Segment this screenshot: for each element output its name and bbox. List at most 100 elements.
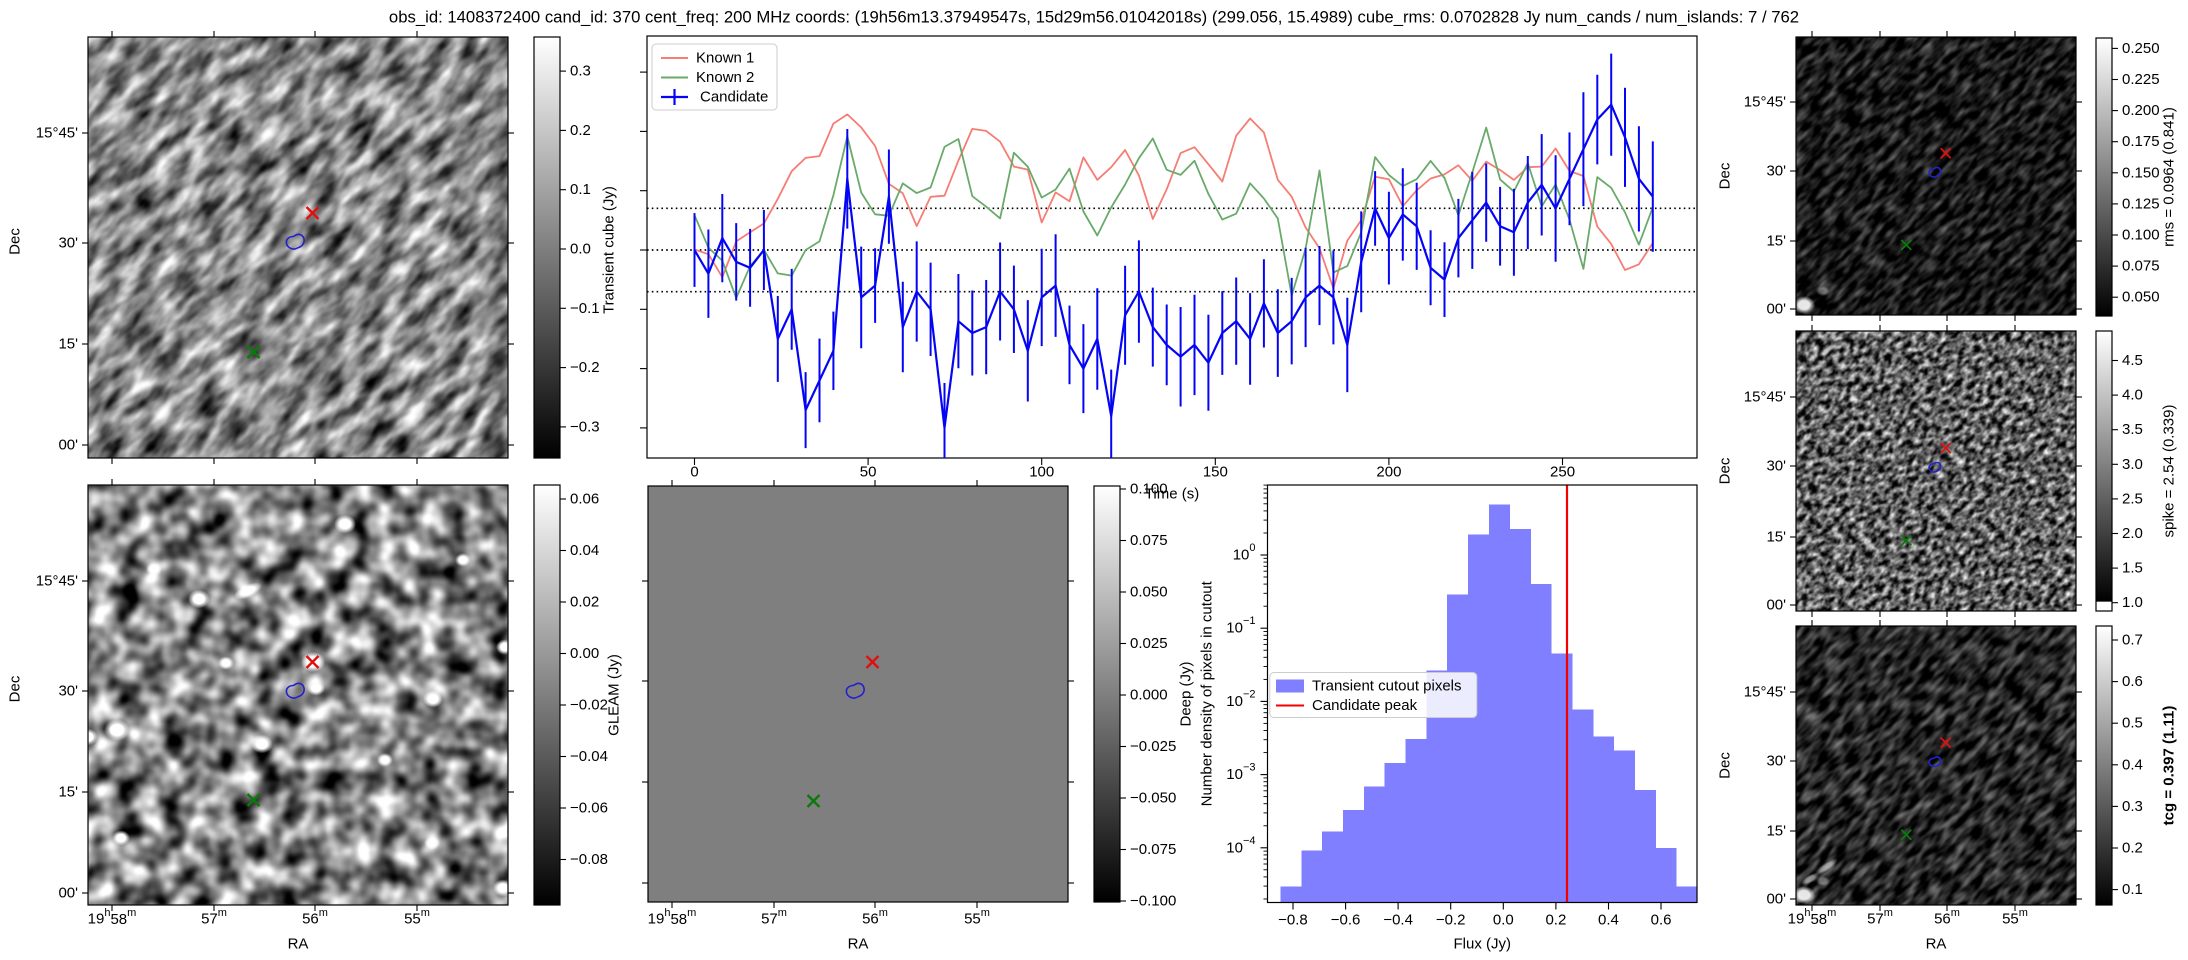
svg-text:Number density of pixels in cu: Number density of pixels in cutout [1199,580,1216,806]
svg-text:15°45': 15°45' [36,573,78,590]
svg-text:Candidate: Candidate [700,89,768,106]
svg-text:15': 15' [1766,529,1786,546]
svg-text:30': 30' [1766,163,1786,180]
svg-text:Dec: Dec [1717,162,1734,189]
svg-text:−0.075: −0.075 [1130,841,1176,858]
svg-text:0.2: 0.2 [1545,912,1566,929]
svg-text:30': 30' [1766,753,1786,770]
svg-text:0.025: 0.025 [1130,635,1168,652]
svg-text:obs_id: 1408372400 cand_id: 37: obs_id: 1408372400 cand_id: 370 cent_fre… [389,8,1799,27]
svg-text:250: 250 [1550,464,1575,481]
svg-text:0.000: 0.000 [1130,687,1168,704]
svg-text:0.06: 0.06 [570,491,599,508]
svg-text:0.6: 0.6 [2122,673,2143,690]
svg-text:0.4: 0.4 [2122,756,2143,773]
svg-text:3.5: 3.5 [2122,421,2143,438]
svg-text:100: 100 [1029,464,1054,481]
svg-text:−0.2: −0.2 [1436,912,1466,929]
svg-text:200: 200 [1376,464,1401,481]
svg-text:19h58m: 19h58m [88,907,137,928]
svg-text:0.4: 0.4 [1598,912,1619,929]
svg-text:30': 30' [58,683,78,700]
svg-text:Time (s): Time (s) [1145,486,1199,503]
svg-text:0.100: 0.100 [2122,227,2160,244]
svg-text:−0.1: −0.1 [570,300,600,317]
svg-text:−0.3: −0.3 [570,418,600,435]
svg-text:Dec: Dec [1717,457,1734,484]
svg-text:0.04: 0.04 [570,542,599,559]
svg-text:0.050: 0.050 [2122,289,2160,306]
svg-text:Transient cube (Jy): Transient cube (Jy) [601,186,618,314]
svg-text:0.050: 0.050 [1130,584,1168,601]
svg-text:30': 30' [58,235,78,252]
svg-text:15°45': 15°45' [36,125,78,142]
svg-text:0.200: 0.200 [2122,102,2160,119]
svg-text:−0.025: −0.025 [1130,738,1176,755]
svg-text:15': 15' [58,336,78,353]
svg-text:0.150: 0.150 [2122,164,2160,181]
svg-text:0.2: 0.2 [570,122,591,139]
svg-text:0.00: 0.00 [570,645,599,662]
svg-text:−0.06: −0.06 [570,800,608,817]
svg-text:−0.6: −0.6 [1331,912,1361,929]
svg-text:15': 15' [58,784,78,801]
svg-text:15': 15' [1766,823,1786,840]
svg-text:Deep (Jy): Deep (Jy) [1178,661,1195,726]
svg-text:RA: RA [1926,936,1947,953]
svg-text:0.02: 0.02 [570,594,599,611]
svg-text:0: 0 [690,464,698,481]
svg-text:00': 00' [58,437,78,454]
svg-text:0.7: 0.7 [2122,632,2143,649]
svg-text:Candidate peak: Candidate peak [1312,697,1418,714]
svg-text:0.075: 0.075 [2122,258,2160,275]
svg-text:3.0: 3.0 [2122,456,2143,473]
svg-text:00': 00' [1766,301,1786,318]
svg-text:RA: RA [848,936,869,953]
svg-text:GLEAM (Jy): GLEAM (Jy) [606,654,623,736]
svg-text:0.075: 0.075 [1130,532,1168,549]
svg-text:2.0: 2.0 [2122,525,2143,542]
svg-text:19h58m: 19h58m [1788,907,1837,928]
svg-text:Known 2: Known 2 [696,69,754,86]
svg-text:−0.100: −0.100 [1130,893,1176,910]
svg-text:Transient cutout pixels: Transient cutout pixels [1312,678,1462,695]
svg-text:0.3: 0.3 [570,63,591,80]
svg-text:1.5: 1.5 [2122,560,2143,577]
svg-text:tcg = 0.397 (1.11): tcg = 0.397 (1.11) [2161,706,2178,826]
svg-text:0.5: 0.5 [2122,715,2143,732]
svg-text:00': 00' [58,885,78,902]
svg-text:0.2: 0.2 [2122,840,2143,857]
svg-text:4.0: 4.0 [2122,387,2143,404]
svg-text:−0.08: −0.08 [570,851,608,868]
svg-text:0.1: 0.1 [2122,881,2143,898]
svg-text:4.5: 4.5 [2122,352,2143,369]
svg-text:150: 150 [1203,464,1228,481]
svg-text:0.225: 0.225 [2122,71,2160,88]
svg-text:15°45': 15°45' [1744,94,1786,111]
svg-text:0.1: 0.1 [570,181,591,198]
svg-text:−0.4: −0.4 [1383,912,1413,929]
svg-text:15°45': 15°45' [1744,389,1786,406]
svg-text:−0.8: −0.8 [1278,912,1308,929]
svg-text:−0.050: −0.050 [1130,790,1176,807]
svg-text:0.0: 0.0 [570,241,591,258]
svg-text:19h58m: 19h58m [648,907,697,928]
svg-text:Flux (Jy): Flux (Jy) [1454,936,1512,953]
svg-text:30': 30' [1766,458,1786,475]
svg-text:−0.04: −0.04 [570,748,608,765]
svg-text:0.250: 0.250 [2122,40,2160,57]
svg-text:0.3: 0.3 [2122,798,2143,815]
svg-text:spike = 2.54 (0.339): spike = 2.54 (0.339) [2161,404,2178,537]
svg-text:15': 15' [1766,233,1786,250]
svg-text:rms = 0.0964 (0.841): rms = 0.0964 (0.841) [2161,107,2178,247]
svg-text:0.6: 0.6 [1651,912,1672,929]
svg-text:00': 00' [1766,891,1786,908]
svg-text:00': 00' [1766,597,1786,614]
svg-text:−0.2: −0.2 [570,359,600,376]
svg-text:0.100: 0.100 [1130,481,1168,498]
svg-text:Dec: Dec [1717,752,1734,779]
svg-text:−0.02: −0.02 [570,697,608,714]
svg-text:50: 50 [860,464,877,481]
svg-text:Known 1: Known 1 [696,50,754,67]
svg-text:Dec: Dec [7,675,24,702]
